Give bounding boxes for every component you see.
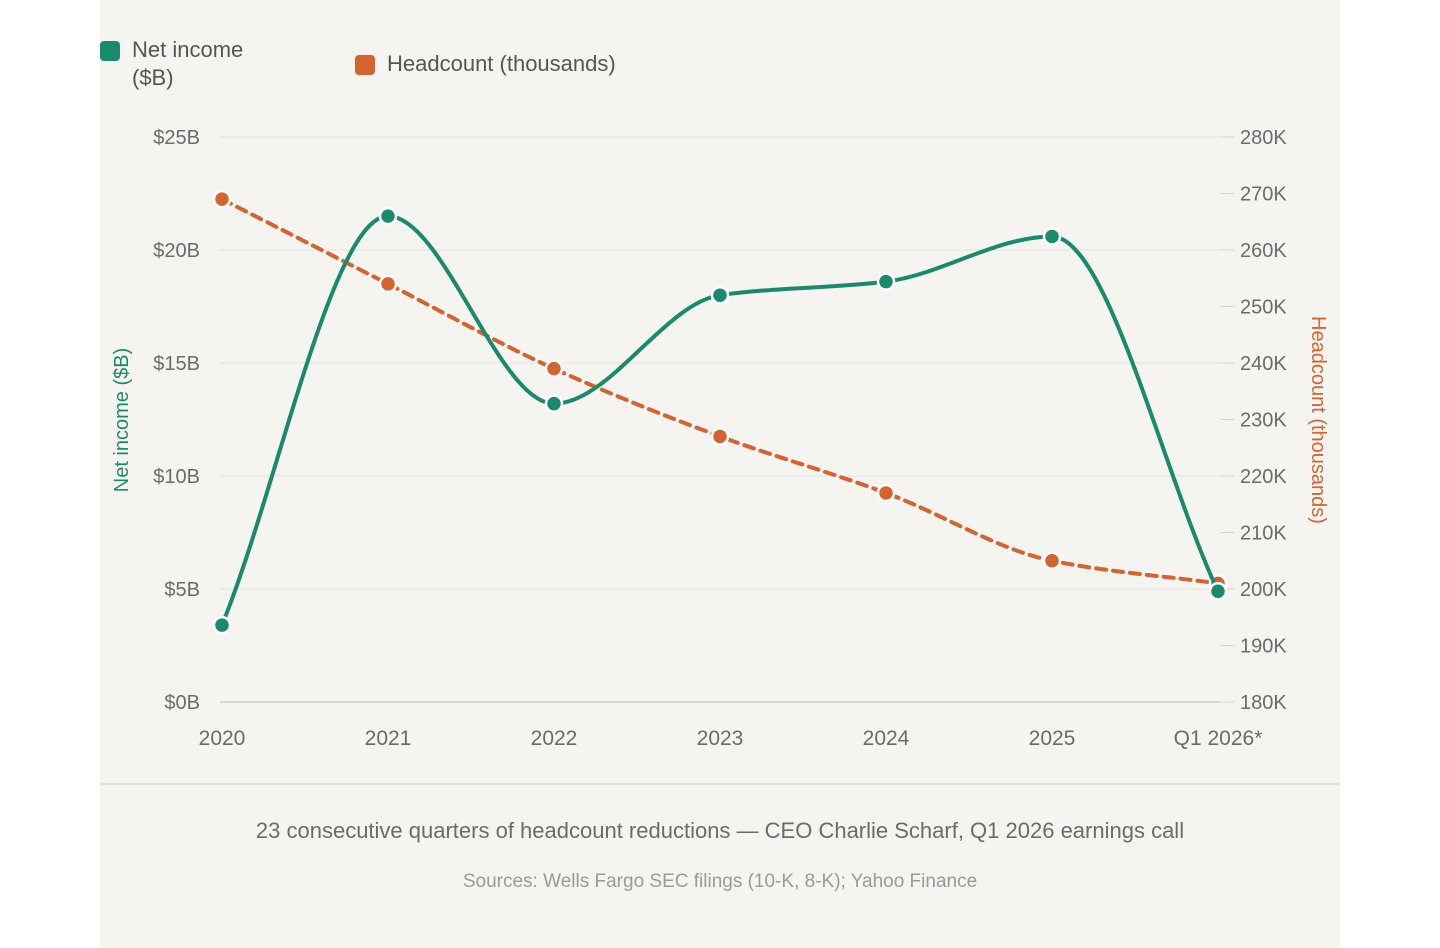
right-tick-label: 280K — [1240, 127, 1287, 149]
chart-caption: 23 consecutive quarters of headcount red… — [255, 818, 1185, 843]
data-point-headcount — [544, 359, 564, 378]
left-tick-label: $15B — [153, 353, 200, 375]
series-line-net-income — [220, 214, 1220, 628]
legend-item-net-income[interactable]: Net income ($B) — [100, 36, 300, 92]
x-tick-label: 2024 — [863, 727, 910, 750]
left-tick-label: $5B — [164, 579, 200, 601]
legend-label-headcount: Headcount (thousands) — [387, 51, 616, 76]
left-tick-label: $10B — [153, 466, 200, 488]
data-point-headcount — [710, 427, 730, 446]
x-tick-label: 2023 — [697, 727, 744, 750]
x-tick-label: 2021 — [365, 727, 412, 750]
left-tick-label: $20B — [153, 240, 200, 262]
data-point-net-income — [378, 206, 398, 226]
x-tick-label: 2022 — [531, 727, 578, 750]
series-line-headcount — [220, 197, 1220, 586]
data-point-net-income — [1042, 227, 1062, 246]
right-tick-label: 230K — [1240, 410, 1287, 432]
legend: Net income ($B) Headcount (thousands) — [100, 0, 1340, 110]
chart-sources: Sources: Wells Fargo SEC filings (10-K, … — [462, 871, 978, 892]
right-tick-label: 210K — [1240, 523, 1287, 545]
data-point-headcount — [876, 483, 896, 503]
right-tick-label: 240K — [1240, 353, 1287, 375]
data-point-headcount — [378, 274, 398, 294]
legend-swatch-headcount — [355, 55, 375, 75]
data-point-net-income — [1208, 582, 1228, 601]
right-tick-label: 250K — [1240, 297, 1287, 319]
data-point-headcount — [212, 189, 232, 209]
legend-swatch-net-income — [100, 41, 120, 61]
data-point-net-income — [710, 285, 730, 305]
right-axis-title: Headcount (thousands) — [1307, 316, 1329, 524]
x-tick-label: 2020 — [199, 727, 246, 750]
data-point-net-income — [212, 615, 232, 635]
left-axis-title: Net income ($B) — [111, 348, 133, 493]
data-point-headcount — [1042, 551, 1062, 570]
legend-item-headcount[interactable]: Headcount (thousands) — [355, 50, 616, 78]
line-chart: $0B $5B $10B $15B $20B $25B 180K 190K 200K 210K 22… — [111, 127, 1329, 750]
right-tick-label: 200K — [1240, 579, 1287, 601]
right-tick-label: 270K — [1240, 184, 1287, 206]
data-point-net-income — [876, 272, 896, 291]
right-tick-label: 220K — [1240, 466, 1287, 488]
x-tick-label: 2025 — [1029, 727, 1076, 750]
chart-card: Net income ($B) Headcount (thousands) $0… — [100, 0, 1340, 948]
data-point-net-income — [544, 394, 564, 413]
x-tick-label: Q1 2026* — [1174, 727, 1263, 750]
right-tick-label: 190K — [1240, 636, 1287, 658]
legend-label-net-income: Net income ($B) — [132, 37, 244, 90]
divider — [100, 783, 1340, 785]
right-tick-label: 260K — [1240, 240, 1287, 262]
left-tick-label: $25B — [153, 127, 200, 149]
left-tick-label: $0B — [164, 692, 200, 714]
right-tick-label: 180K — [1240, 692, 1287, 714]
